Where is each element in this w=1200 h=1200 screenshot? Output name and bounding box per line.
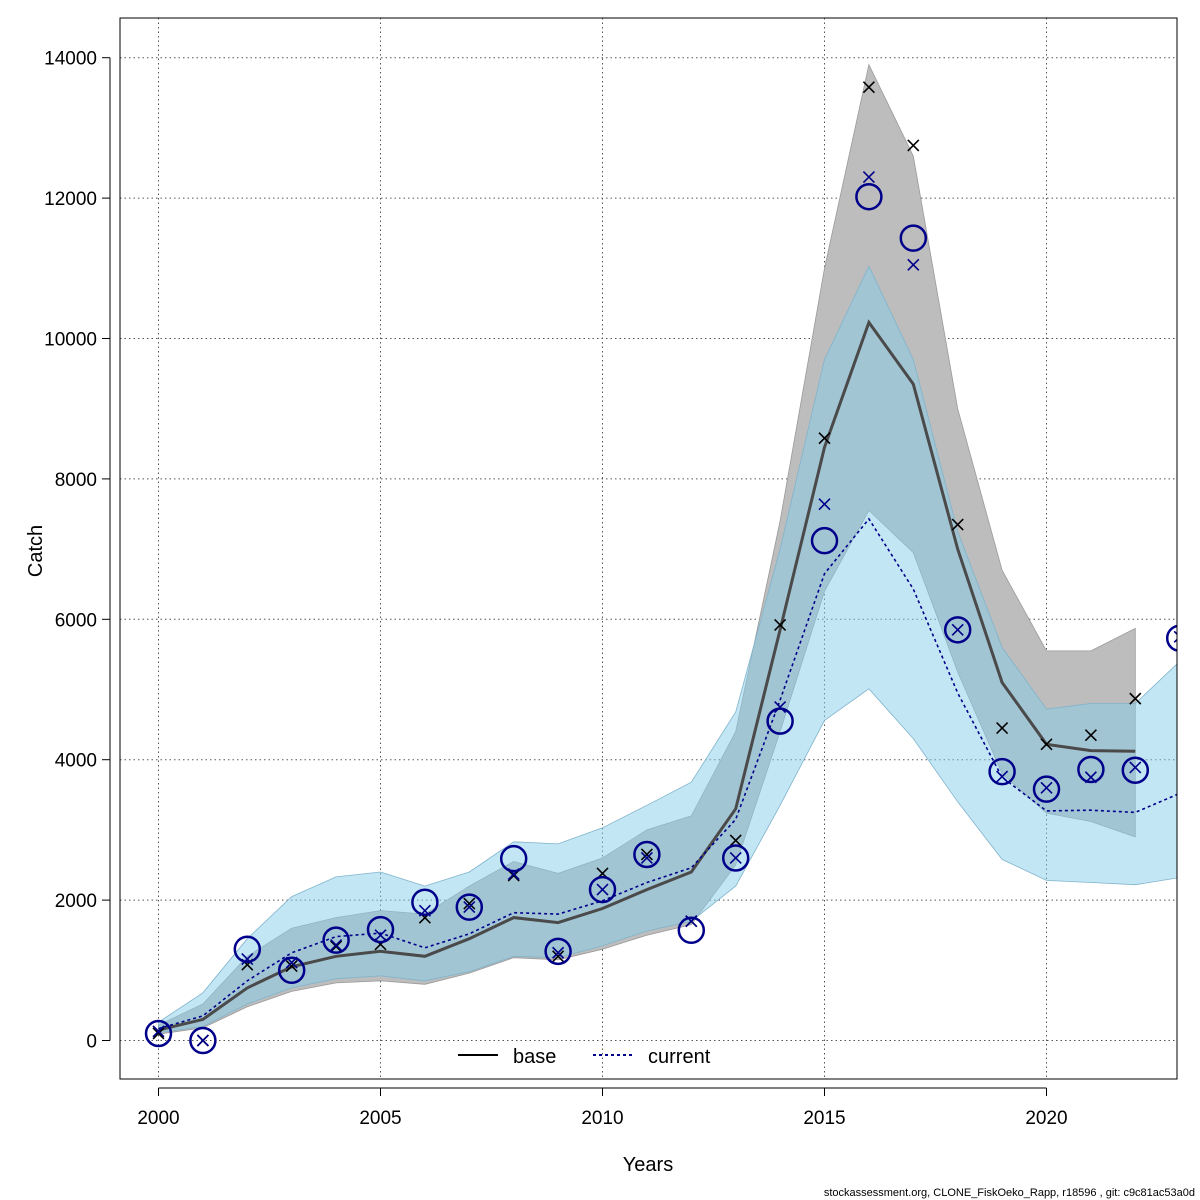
current-circle-mark-2000 [144, 1019, 173, 1048]
base-observed-mark-2022 [1129, 692, 1142, 705]
current-circle-mark-2004 [322, 926, 350, 954]
base-observed-mark-2019 [996, 722, 1009, 735]
current-circle-mark-2018 [943, 616, 972, 644]
confidence-bands [158, 63, 1177, 1035]
base-observed-mark-2020 [1040, 738, 1053, 751]
current-observed-mark-2013 [729, 851, 742, 865]
x-tick-label-2020: 2020 [1025, 1108, 1067, 1129]
current-circle-mark-2009 [544, 937, 572, 966]
current-observed-mark-2022 [1129, 761, 1142, 774]
base-observed-mark-2003 [285, 960, 298, 973]
current-circle-mark-2011 [633, 840, 661, 869]
base-observed-mark-2011 [640, 848, 653, 861]
current-observed-mark-2005 [374, 929, 387, 942]
plot-frame [119, 17, 1178, 1080]
footer-credit: stockassessment.org, CLONE_FiskOeko_Rapp… [824, 1187, 1195, 1199]
current-circle-mark-2014 [766, 707, 794, 735]
current-confidence-band [158, 265, 1177, 1034]
y-tick-label-10000: 10000 [44, 330, 97, 351]
current-observed-mark-2010 [596, 883, 609, 896]
base-observed-mark-2013 [729, 834, 742, 847]
current-circle-mark-2007 [455, 893, 484, 921]
current-observed-mark-2018 [951, 623, 964, 636]
current-circle-mark-2008 [499, 844, 528, 873]
current-circle-mark-2010 [588, 875, 617, 904]
current-circle-mark-2020 [1032, 775, 1061, 803]
current-observed-mark-2019 [996, 770, 1009, 783]
current-circle-mark-2005 [366, 915, 395, 944]
x-tick-label-2015: 2015 [803, 1108, 845, 1129]
y-tick-label-12000: 12000 [44, 189, 97, 210]
current-observed-mark-2011 [640, 851, 653, 865]
y-tick-label-14000: 14000 [44, 49, 97, 70]
current-circle-mark-2022 [1121, 756, 1150, 784]
current-observed-mark-2017 [907, 258, 920, 271]
legend-label-base: base [513, 1046, 556, 1068]
axes: 2000 2005 2010 2015 2020 0 2000 4000 6000 8000 100… [44, 49, 1067, 1129]
current-observed-mark-2015 [818, 498, 831, 511]
current-observed-mark-2023 [1173, 630, 1177, 643]
current-circle-mark-2002 [233, 935, 262, 963]
current-observed-mark-2000 [152, 1025, 165, 1038]
base-observed-mark-2016 [862, 81, 875, 94]
base-observed-mark-2000 [152, 1027, 165, 1040]
y-tick-label-0: 0 [86, 1032, 97, 1053]
current-observed-mark-2002 [241, 953, 254, 966]
current-circle-mark-2021 [1077, 755, 1105, 784]
current-observed-mark-2014 [774, 700, 787, 714]
current-observed-mark-2007 [463, 901, 476, 914]
current-observed-mark-2020 [1040, 781, 1053, 794]
legend: base current [458, 1046, 711, 1068]
current-observed-mark-2009 [552, 946, 565, 959]
current-observed-mark-2001 [196, 1034, 209, 1047]
base-observed-mark-2009 [552, 950, 565, 963]
y-axis-title: Catch [25, 525, 47, 577]
x-tick-label-2010: 2010 [581, 1108, 623, 1129]
current-observed-mark-2004 [330, 938, 343, 952]
y-tick-label-8000: 8000 [55, 470, 97, 491]
y-tick-label-6000: 6000 [55, 610, 97, 631]
y-tick-label-4000: 4000 [55, 751, 97, 772]
current-circle-mark-2016 [855, 182, 883, 211]
base-observed-mark-2015 [818, 432, 831, 445]
base-observed-mark-2018 [951, 518, 964, 531]
current-circle-mark-2003 [277, 956, 306, 985]
current-circle-mark-2006 [411, 888, 439, 916]
base-observed-mark-2007 [463, 897, 476, 910]
current-circle-mark-2019 [988, 757, 1016, 786]
current-circle-mark-2017 [899, 224, 928, 252]
x-axis-title: Years [623, 1154, 673, 1176]
base-observed-mark-2017 [907, 139, 920, 152]
base-estimate-line [158, 319, 1136, 1032]
x-tick-label-2000: 2000 [137, 1108, 179, 1129]
base-observed-mark-2004 [330, 940, 343, 953]
legend-label-current: current [648, 1046, 711, 1068]
current-circle-mark-2012 [677, 916, 706, 945]
x-tick-label-2005: 2005 [359, 1108, 401, 1129]
current-circle-mark-2023 [1165, 624, 1177, 652]
current-circle-mark-2015 [810, 526, 839, 555]
current-circle-mark-2001 [189, 1026, 217, 1055]
current-circle-mark-2013 [721, 844, 750, 872]
y-tick-label-2000: 2000 [55, 891, 97, 912]
current-observed-mark-2016 [862, 170, 875, 184]
observation-marks [144, 81, 1177, 1055]
base-observed-mark-2014 [774, 618, 787, 631]
base-observed-mark-2021 [1084, 729, 1097, 742]
